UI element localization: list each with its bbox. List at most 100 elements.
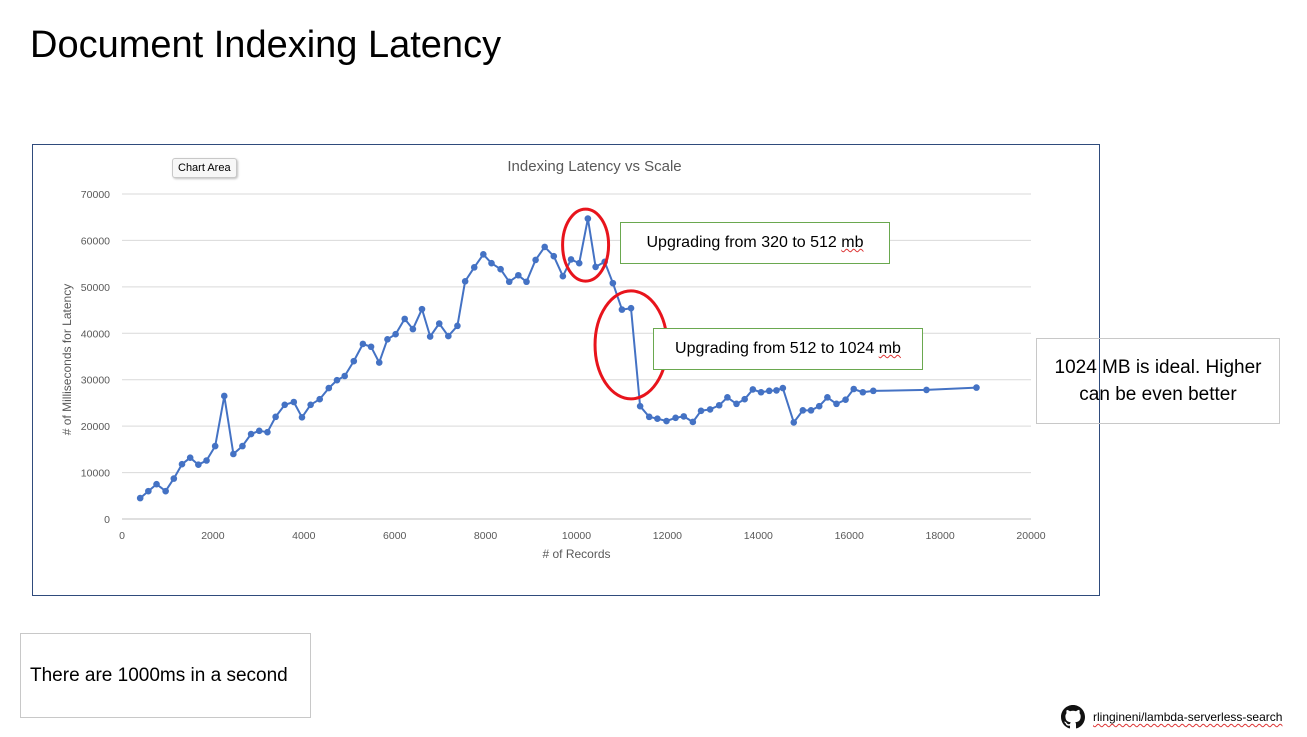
upgrade-320-512-callout[interactable]: Upgrading from 320 to 512 mb bbox=[620, 222, 890, 264]
ms-per-second-note[interactable]: There are 1000ms in a second bbox=[20, 633, 311, 718]
data-point bbox=[239, 442, 246, 450]
data-point bbox=[316, 395, 324, 403]
upgrade-512-1024-callout[interactable]: Upgrading from 512 to 1024 mb bbox=[653, 328, 923, 370]
data-point bbox=[203, 457, 210, 464]
data-point bbox=[833, 400, 840, 408]
x-tick-label: 20000 bbox=[1016, 530, 1045, 542]
data-point bbox=[584, 215, 592, 222]
data-point bbox=[333, 376, 341, 384]
data-point bbox=[136, 494, 144, 502]
data-point bbox=[480, 251, 487, 258]
data-point bbox=[153, 480, 160, 488]
data-point bbox=[384, 336, 391, 343]
y-axis-label: # of Milliseconds for Latency bbox=[60, 284, 74, 435]
data-point bbox=[532, 256, 539, 264]
data-point bbox=[645, 413, 653, 421]
data-point bbox=[706, 406, 714, 413]
data-point bbox=[757, 388, 765, 396]
data-point bbox=[375, 359, 383, 366]
x-tick-label: 0 bbox=[119, 530, 125, 542]
y-tick-label: 60000 bbox=[81, 235, 110, 247]
data-point bbox=[186, 454, 194, 462]
data-point bbox=[272, 413, 279, 421]
data-point bbox=[418, 305, 426, 313]
data-point bbox=[741, 395, 748, 403]
data-point bbox=[733, 400, 740, 408]
highlight-ellipse bbox=[561, 207, 611, 283]
data-point bbox=[749, 386, 757, 393]
line-chart: Indexing Latency vs Scale010000200003000… bbox=[60, 158, 1046, 561]
upgrade-320-512-text: Upgrading from 320 to 512 mb bbox=[646, 234, 863, 252]
repo-footer[interactable]: rlingineni/lambda-serverless-search bbox=[1061, 704, 1282, 730]
x-axis-label: # of Records bbox=[542, 547, 610, 561]
data-point bbox=[850, 385, 858, 393]
data-point bbox=[307, 401, 314, 409]
y-tick-label: 40000 bbox=[81, 328, 110, 340]
x-tick-label: 14000 bbox=[744, 530, 773, 542]
data-point bbox=[654, 415, 661, 423]
data-point bbox=[779, 384, 787, 392]
upgrade-512-1024-unit: mb bbox=[878, 340, 901, 357]
data-point bbox=[162, 487, 169, 495]
y-tick-label: 50000 bbox=[81, 282, 110, 294]
x-tick-label: 4000 bbox=[292, 530, 316, 542]
x-tick-label: 18000 bbox=[925, 530, 954, 542]
data-point bbox=[567, 256, 575, 263]
data-point bbox=[627, 304, 635, 312]
upgrade-320-512-unit: mb bbox=[841, 234, 864, 251]
data-point bbox=[815, 402, 823, 410]
data-point bbox=[435, 320, 443, 327]
data-point bbox=[230, 450, 237, 458]
upgrade-320-512-prefix: Upgrading from 320 to 512 bbox=[646, 234, 842, 251]
data-point bbox=[618, 306, 626, 313]
data-point bbox=[505, 278, 513, 286]
data-point bbox=[541, 243, 548, 251]
data-point bbox=[824, 394, 831, 401]
data-point bbox=[195, 461, 202, 468]
data-point bbox=[636, 402, 644, 410]
data-point bbox=[255, 427, 263, 435]
data-point bbox=[409, 325, 417, 333]
data-point bbox=[724, 394, 731, 401]
data-point bbox=[592, 263, 599, 271]
ideal-memory-note[interactable]: 1024 MB is ideal. Higher can be even bet… bbox=[1036, 338, 1280, 424]
data-point bbox=[426, 333, 434, 340]
data-point bbox=[281, 401, 289, 409]
data-point bbox=[515, 271, 522, 279]
x-tick-label: 10000 bbox=[562, 530, 591, 542]
data-point bbox=[470, 264, 478, 271]
data-point bbox=[689, 418, 697, 426]
x-tick-label: 6000 bbox=[383, 530, 407, 542]
data-point bbox=[807, 407, 815, 414]
data-point bbox=[523, 278, 530, 286]
x-tick-label: 12000 bbox=[653, 530, 682, 542]
data-point bbox=[923, 386, 930, 394]
data-point bbox=[341, 372, 349, 380]
data-point bbox=[211, 442, 219, 450]
repo-link[interactable]: rlingineni/lambda-serverless-search bbox=[1093, 710, 1283, 724]
data-point bbox=[170, 475, 178, 482]
series-line bbox=[139, 217, 977, 499]
github-icon bbox=[1061, 705, 1085, 729]
data-point bbox=[869, 387, 877, 395]
data-point bbox=[401, 315, 408, 323]
data-point bbox=[672, 414, 679, 422]
ideal-memory-note-text: 1024 MB is ideal. Higher can be even bet… bbox=[1055, 354, 1262, 408]
data-point bbox=[697, 407, 705, 415]
data-point bbox=[550, 252, 558, 260]
data-point bbox=[773, 387, 780, 394]
data-point bbox=[488, 259, 495, 267]
data-point bbox=[461, 277, 469, 285]
data-point bbox=[298, 414, 306, 421]
data-point bbox=[842, 396, 849, 403]
upgrade-512-1024-prefix: Upgrading from 512 to 1024 bbox=[675, 340, 879, 357]
data-point bbox=[367, 343, 375, 351]
y-tick-label: 10000 bbox=[81, 468, 110, 480]
data-point bbox=[350, 357, 358, 365]
y-tick-label: 20000 bbox=[81, 421, 110, 433]
chart-area-tooltip: Chart Area bbox=[172, 158, 237, 178]
x-tick-label: 16000 bbox=[835, 530, 864, 542]
ideal-memory-line-2: can be even better bbox=[1079, 384, 1237, 405]
slide-title: Document Indexing Latency bbox=[30, 24, 502, 66]
chart-area[interactable]: Indexing Latency vs Scale 0 10000 20000 3000… bbox=[32, 144, 1100, 596]
